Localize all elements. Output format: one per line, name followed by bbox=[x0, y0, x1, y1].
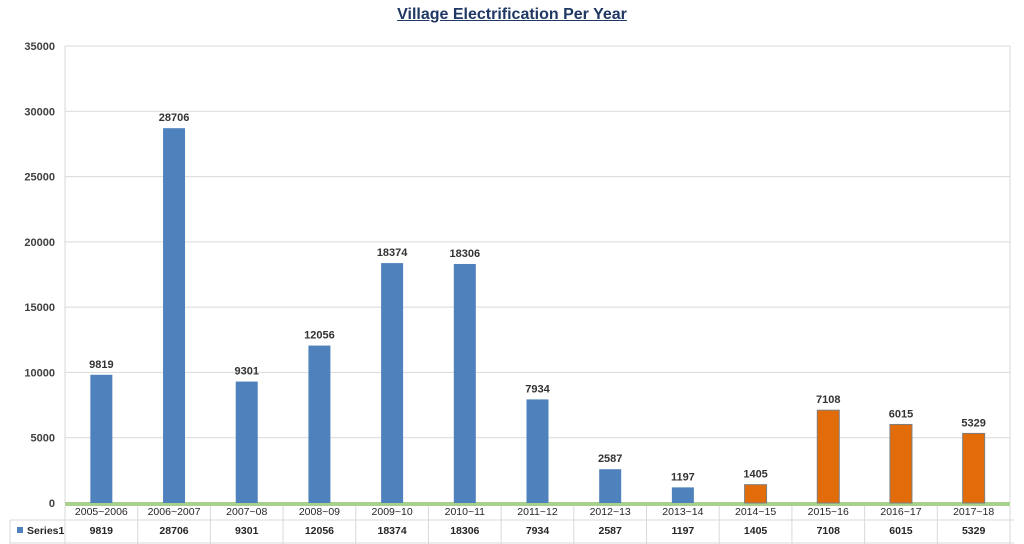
category-label-6: 2011~12 bbox=[517, 506, 558, 518]
y-tick-label-5: 25000 bbox=[24, 172, 55, 184]
table-value-0: 9819 bbox=[90, 525, 114, 537]
category-label-11: 2016~17 bbox=[880, 506, 921, 518]
chart-title: Village Electrification Per Year bbox=[397, 6, 627, 23]
table-value-7: 2587 bbox=[599, 525, 623, 537]
bar-2015~16 bbox=[816, 409, 840, 504]
data-label-2008~09: 12056 bbox=[304, 330, 335, 342]
data-label-2010~11: 18306 bbox=[450, 248, 481, 260]
category-label-2: 2007~08 bbox=[226, 506, 267, 518]
table-value-4: 18374 bbox=[378, 525, 407, 537]
table-value-3: 12056 bbox=[305, 525, 334, 537]
bar-2013~14 bbox=[671, 487, 694, 503]
data-label-2017~18: 5329 bbox=[961, 417, 985, 429]
bar-2014~15 bbox=[744, 484, 768, 504]
bar-2017~18 bbox=[962, 432, 986, 504]
y-tick-label-1: 5000 bbox=[31, 433, 55, 445]
bar-2009~10 bbox=[381, 263, 404, 503]
category-label-10: 2015~16 bbox=[808, 506, 849, 518]
category-label-8: 2013~14 bbox=[662, 506, 703, 518]
data-labels: 9819 28706 9301 12056 18374 18306 7934 2587 1197… bbox=[89, 112, 986, 483]
category-label-7: 2012~13 bbox=[590, 506, 631, 518]
data-label-2012~13: 2587 bbox=[598, 453, 622, 465]
category-label-5: 2010~11 bbox=[445, 506, 486, 518]
legend-swatch bbox=[17, 527, 23, 533]
data-label-2006~2007: 28706 bbox=[159, 112, 190, 124]
bar-2010~11 bbox=[453, 263, 476, 503]
data-table: Series1 2005~2006 9819 2006~2007 28706 2007~0… bbox=[9, 506, 1014, 544]
category-label-0: 2005~2006 bbox=[75, 506, 128, 518]
bar-2006~2007 bbox=[163, 128, 186, 504]
table-value-12: 5329 bbox=[962, 525, 986, 537]
table-value-11: 6015 bbox=[889, 525, 913, 537]
bars bbox=[90, 128, 986, 504]
y-axis: 0 5000 10000 15000 20000 25000 30000 35000 bbox=[24, 41, 55, 510]
bar-2005~2006 bbox=[90, 374, 113, 503]
bar-2007~08 bbox=[235, 381, 258, 503]
category-label-3: 2008~09 bbox=[299, 506, 340, 518]
data-label-2007~08: 9301 bbox=[234, 366, 258, 378]
table-value-5: 18306 bbox=[450, 525, 479, 537]
data-label-2016~17: 6015 bbox=[889, 408, 913, 420]
data-label-2013~14: 1197 bbox=[671, 471, 695, 483]
y-tick-label-6: 30000 bbox=[24, 106, 55, 118]
table-value-2: 9301 bbox=[235, 525, 259, 537]
category-label-9: 2014~15 bbox=[735, 506, 776, 518]
bar-2011~12 bbox=[526, 399, 549, 503]
data-label-2015~16: 7108 bbox=[816, 394, 840, 406]
y-tick-label-7: 35000 bbox=[24, 41, 55, 53]
bar-2012~13 bbox=[599, 469, 622, 503]
y-tick-label-0: 0 bbox=[49, 498, 55, 510]
table-value-10: 7108 bbox=[817, 525, 841, 537]
legend-label-series1: Series1 bbox=[27, 525, 65, 537]
x-axis-line bbox=[65, 502, 1010, 506]
data-label-2014~15: 1405 bbox=[743, 469, 767, 481]
data-label-2009~10: 18374 bbox=[377, 247, 408, 259]
table-value-8: 1197 bbox=[671, 525, 694, 537]
table-value-6: 7934 bbox=[526, 525, 550, 537]
table-value-1: 28706 bbox=[159, 525, 188, 537]
y-tick-label-4: 20000 bbox=[24, 237, 55, 249]
category-label-4: 2009~10 bbox=[372, 506, 413, 518]
y-tick-label-3: 15000 bbox=[24, 302, 55, 314]
data-label-2011~12: 7934 bbox=[525, 383, 550, 395]
bar-2008~09 bbox=[308, 345, 331, 503]
bar-2016~17 bbox=[889, 423, 913, 504]
category-label-12: 2017~18 bbox=[953, 506, 994, 518]
table-value-9: 1405 bbox=[744, 525, 768, 537]
y-tick-label-2: 10000 bbox=[24, 367, 55, 379]
category-label-1: 2006~2007 bbox=[148, 506, 201, 518]
data-label-2005~2006: 9819 bbox=[89, 359, 113, 371]
